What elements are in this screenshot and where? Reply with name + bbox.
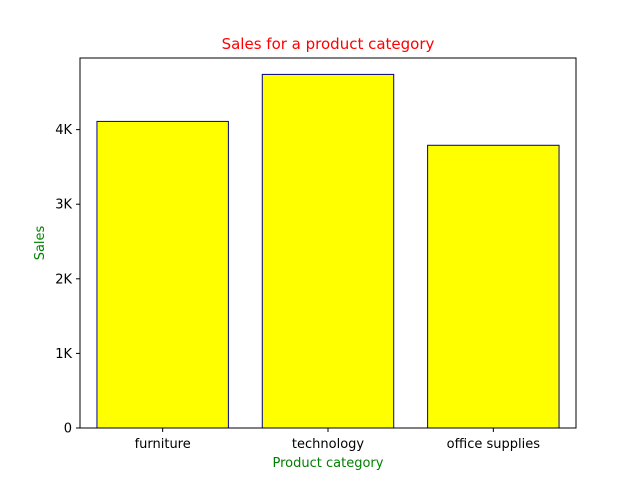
bars-group xyxy=(96,73,560,429)
x-tick-label: technology xyxy=(292,437,364,452)
y-tick-label: 1K xyxy=(55,347,72,362)
bar-office-supplies xyxy=(427,144,560,429)
x-tick-label: office supplies xyxy=(447,437,541,452)
bar-technology xyxy=(261,73,395,429)
y-tick-label: 4K xyxy=(55,123,72,138)
bar-furniture xyxy=(96,120,229,429)
x-ticks-group: furniture technology office supplies xyxy=(135,428,541,452)
y-tick-label: 3K xyxy=(55,198,72,213)
axes-frame xyxy=(79,57,577,429)
chart-title: Sales for a product category xyxy=(222,35,435,53)
x-tick-label: furniture xyxy=(135,437,191,452)
y-axis-label: Sales xyxy=(33,225,48,260)
y-tick-label: 0 xyxy=(64,422,72,437)
x-axis-label: Product category xyxy=(273,456,384,471)
y-tick-label: 2K xyxy=(55,272,72,287)
y-ticks-group: 0 1K 2K 3K 4K xyxy=(55,123,80,437)
